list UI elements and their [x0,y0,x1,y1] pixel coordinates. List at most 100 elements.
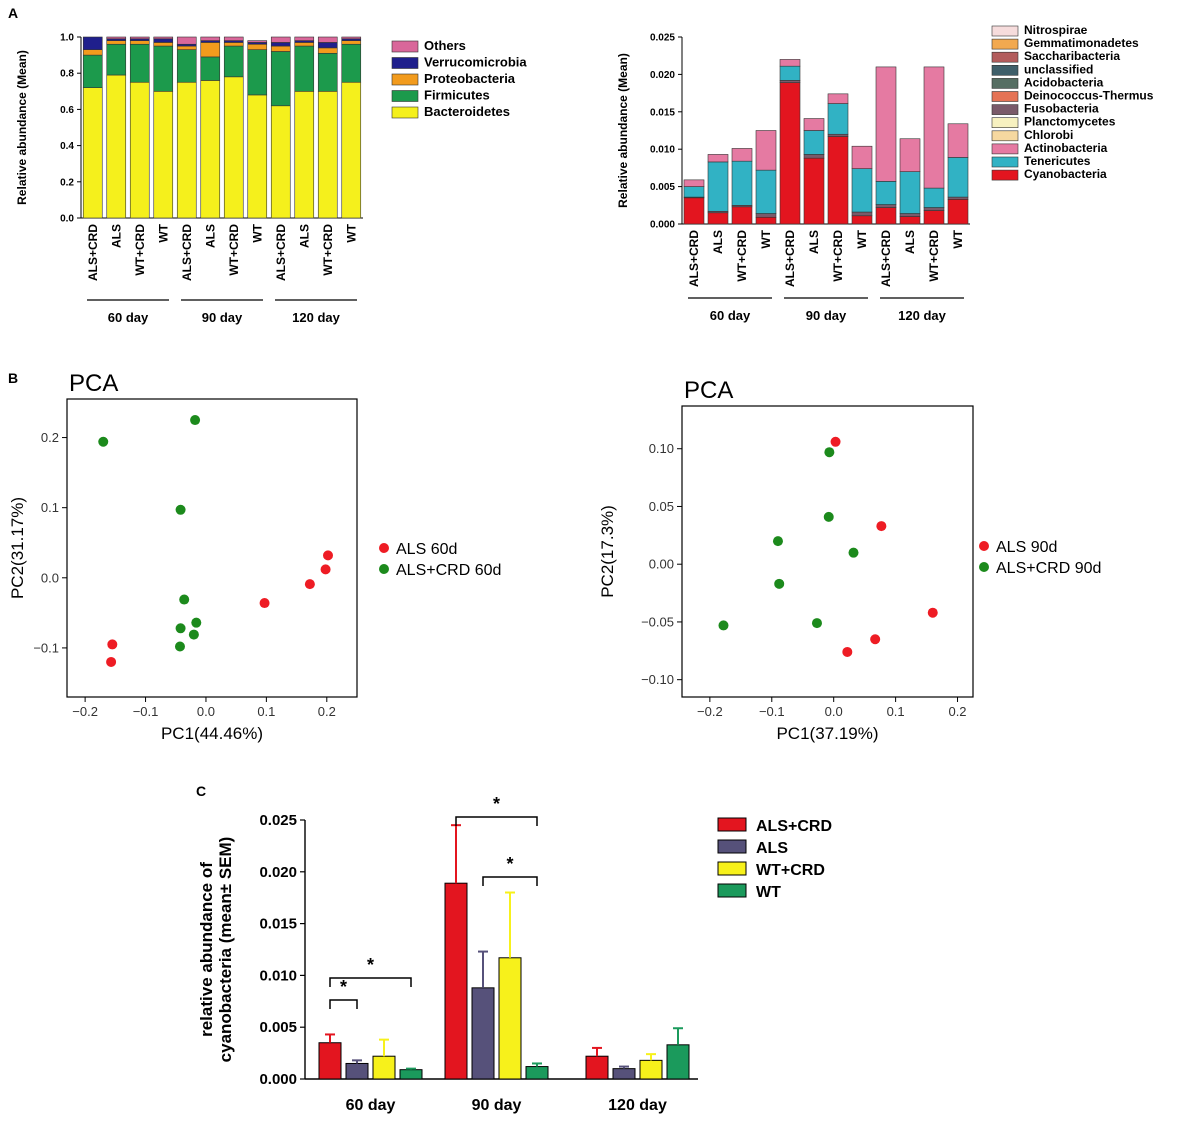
bar-als-crd [318,1042,342,1080]
category-label: WT+CRD [927,230,941,282]
legend-label: Verrucomicrobia [424,55,527,70]
bar-segment-proteobacteria [176,45,197,50]
bar-segment-cyanobacteria [899,216,921,225]
bar-segment-tenericutes [755,169,777,214]
bar-als [612,1068,636,1080]
bar-segment-others [270,36,291,43]
bar-wt [399,1069,423,1080]
legend-label: ALS+CRD [756,818,832,835]
bar-segment-bacteroidetes [317,91,338,219]
bar-segment-firmicutes [106,43,127,76]
bar-segment-cyanobacteria [803,157,825,225]
bar-segment-verrucomicrobia [82,36,103,50]
y-tick-label: 0.025 [259,812,297,829]
x-axis-label: PC1(44.46%) [161,724,263,743]
legend-marker [979,562,989,572]
y-tick-label: 0.000 [650,220,675,231]
group-label: 120 day [898,308,946,323]
bar-segment-bacteroidetes [270,105,291,219]
legend-swatch [391,73,419,86]
bar-segment-others [129,36,150,40]
category-label: WT+CRD [227,224,241,276]
bar-segment-proteobacteria [270,45,291,52]
y-tick-label: 0.0 [41,570,59,585]
legend-swatch [991,78,1019,89]
bar-segment-firmicutes [317,52,338,92]
legend-swatch [991,169,1019,181]
bar-segment-others [294,36,315,41]
panel-label-b: B [8,370,18,386]
bar-segment-cyanobacteria [779,82,801,225]
plot-frame [681,405,974,698]
data-point-red [842,646,853,657]
x-axis-label: PC1(37.19%) [776,724,878,743]
bar-segment-tenericutes [683,186,705,198]
data-point-green [188,629,199,640]
legend-label: Actinobacteria [1024,141,1108,155]
bar-segment-bacteroidetes [176,81,197,219]
y-axis-label: cyanobacteria (mean± SEM) [216,837,235,1063]
bar-segment-tenericutes [899,171,921,214]
y-tick-label: 0.015 [259,916,297,933]
significance-label: * [506,854,513,874]
bar-als [471,987,495,1080]
bar-segment-proteobacteria [106,40,127,45]
data-point-green [175,623,186,634]
x-tick-label: 0.0 [825,704,843,719]
bar-als-crd [585,1055,609,1080]
significance-label: * [340,977,347,997]
legend-label: Chlorobi [1024,128,1073,142]
legend-label: Others [424,38,466,53]
bar-segment-others [200,36,221,41]
bar-segment-proteobacteria [153,42,174,47]
category-label: WT [156,223,170,242]
bar-segment-tenericutes [923,187,945,208]
data-point-green [179,594,190,605]
bar-segment-bacteroidetes [341,81,362,219]
y-tick-label: 0.000 [259,1071,297,1088]
bar-segment-others [223,36,244,41]
legend-label: ALS+CRD 60d [396,562,501,579]
legend-swatch [991,104,1019,115]
bar-segment-tenericutes [707,161,729,212]
data-point-green [718,620,729,631]
y-tick-label: 0.6 [60,105,74,116]
y-tick-label: 0.020 [259,864,297,881]
bar-segment-firmicutes [341,43,362,83]
x-tick-label: 0.1 [887,704,905,719]
panel-label-a: A [8,5,18,21]
y-tick-label: 0.10 [649,441,674,456]
group-label: 60 day [710,308,751,323]
bar-segment-tenericutes [851,168,873,213]
legend-label: ALS 90d [996,539,1057,556]
data-point-red [870,634,881,645]
bar-segment-fusobacteria [827,133,849,137]
bar-segment-fusobacteria [947,196,969,200]
bar-segment-proteobacteria [317,47,338,54]
category-label: ALS [807,230,821,254]
legend-swatch [991,38,1019,50]
y-axis-label: PC2(17.3%) [598,505,617,598]
legend-label: Fusobacteria [1024,102,1099,116]
legend-label: Firmicutes [424,88,490,103]
y-tick-label: 0.015 [650,107,675,118]
bar-segment-proteobacteria [129,40,150,45]
category-label: ALS [109,224,123,248]
chart-b2-pca: PCA −0.2 −0.1 0.0 0.1 0.2 −0.10 −0.05 0.00 0.05 0.… [598,377,1101,743]
bar-wt [666,1044,690,1080]
x-tick-label: 0.2 [948,704,966,719]
data-point-green [772,536,783,547]
group-label: 90 day [202,310,243,325]
bar-segment-firmicutes [129,43,150,83]
y-axis-label: relative abundance of [197,862,216,1037]
y-tick-label: 0.025 [650,33,675,44]
legend-marker [379,564,389,574]
bar-segment-firmicutes [176,49,197,83]
chart-b1-pca: PCA −0.2 −0.1 0.0 0.1 0.2 −0.1 0.0 0.1 0.2 PC1(44.… [8,370,501,743]
data-point-green [823,511,834,522]
category-label: 120 day [608,1097,667,1114]
bar-segment-proteobacteria [341,40,362,45]
legend-label: Proteobacteria [424,71,516,86]
data-point-green [848,547,859,558]
